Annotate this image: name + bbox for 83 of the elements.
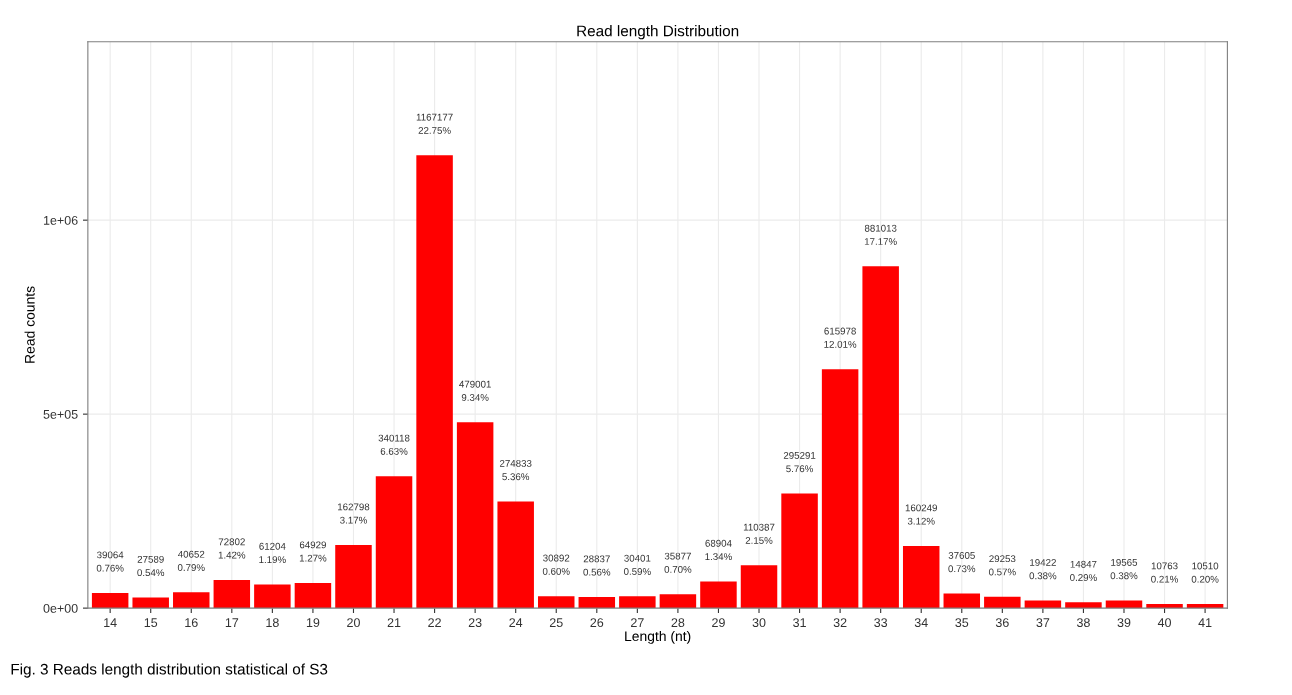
y-tick-label: 0e+00: [43, 603, 78, 613]
bar: [821, 369, 859, 609]
data-label: 72802 1.42%: [218, 538, 246, 559]
data-label: 19565 0.38%: [1110, 558, 1138, 580]
bar: [375, 476, 413, 609]
data-label: 28837 0.56%: [583, 555, 611, 576]
data-label: 162798 3.17%: [338, 503, 370, 524]
data-label: 40652 0.79%: [177, 550, 205, 571]
x-tick-label: 29: [712, 618, 725, 628]
x-tick-label: 38: [1076, 618, 1090, 628]
data-label: 1167177 22.75%: [416, 113, 453, 134]
data-label: 37605 0.73%: [948, 551, 976, 573]
bar: [416, 155, 453, 609]
x-tick-label: 19: [306, 618, 320, 628]
chart-title: Read length Distribution: [577, 25, 739, 40]
x-tick-label: 16: [185, 618, 198, 628]
x-tick-label: 30: [752, 618, 766, 628]
x-tick-label: 20: [347, 618, 360, 628]
y-tick-label: 5e+05: [43, 409, 78, 419]
data-label: 110387 2.15%: [743, 523, 775, 544]
data-label: 10510 0.20%: [1191, 562, 1219, 583]
data-label: 340118 6.63%: [378, 434, 410, 455]
x-tick-label: 40: [1157, 618, 1172, 628]
bar: [254, 584, 291, 609]
x-tick-label: 14: [104, 618, 117, 627]
data-label: 881013 17.17%: [864, 224, 897, 245]
x-tick-label: 37: [1036, 618, 1050, 628]
x-tick-label: 31: [793, 618, 806, 628]
x-tick-label: 36: [995, 618, 1009, 628]
bar: [294, 582, 332, 609]
y-axis-title: Read counts: [24, 286, 35, 363]
data-label: 29253 0.57%: [988, 555, 1016, 576]
bar: [335, 544, 372, 609]
data-label: 30401 0.59%: [623, 554, 651, 575]
data-label: 615978 12.01%: [824, 327, 857, 348]
x-tick-label: 23: [468, 618, 482, 628]
data-label: 19422 0.38%: [1029, 559, 1057, 580]
data-label: 61204 1.19%: [259, 542, 286, 564]
x-tick-label: 32: [833, 618, 847, 628]
data-label: 479001 9.34%: [459, 380, 491, 401]
x-tick-label: 35: [955, 618, 969, 628]
bar: [740, 565, 778, 609]
x-tick-label: 15: [144, 618, 158, 628]
x-tick-label: 39: [1117, 618, 1131, 628]
bar: [497, 501, 534, 609]
bar: [456, 422, 494, 609]
x-tick-label: 17: [225, 618, 239, 627]
caption: Fig. 3 Reads length distribution statistical of S3: [11, 663, 328, 678]
bar: [659, 594, 697, 609]
bar: [132, 597, 169, 609]
x-tick-label: 28: [671, 618, 685, 628]
bar: [902, 545, 940, 609]
data-label: 10763 0.21%: [1151, 562, 1178, 583]
bar: [173, 592, 210, 609]
data-label: 64929 1.27%: [299, 541, 327, 562]
data-label: 30892 0.60%: [542, 554, 570, 575]
bar: [862, 266, 899, 609]
data-label: 160249 3.12%: [905, 504, 937, 525]
bar: [538, 596, 575, 609]
bar: [213, 579, 251, 609]
x-tick-label: 22: [428, 618, 441, 627]
data-label: 39064 0.76%: [96, 551, 124, 572]
x-tick-label: 41: [1198, 618, 1212, 627]
x-tick-label: 27: [631, 618, 644, 627]
bar: [91, 592, 129, 609]
x-tick-label: 25: [549, 618, 563, 628]
data-label: 274833 5.36%: [499, 459, 532, 481]
x-tick-label: 18: [266, 618, 279, 628]
bar: [781, 493, 818, 609]
data-label: 27589 0.54%: [137, 555, 165, 577]
x-axis-title: Length (nt): [625, 630, 691, 644]
y-tick-label: 1e+06: [43, 215, 78, 225]
data-label: 68904 1.34%: [705, 539, 732, 561]
x-tick-label: 24: [509, 618, 523, 627]
x-tick-label: 21: [387, 618, 401, 627]
bar: [700, 581, 737, 609]
x-tick-label: 33: [874, 618, 888, 628]
data-label: 14847 0.29%: [1070, 560, 1097, 581]
bar: [619, 596, 656, 609]
x-tick-label: 34: [914, 618, 928, 628]
data-label: 35877 0.70%: [664, 552, 692, 573]
data-label: 295291 5.76%: [783, 452, 816, 473]
x-tick-label: 26: [590, 618, 604, 628]
